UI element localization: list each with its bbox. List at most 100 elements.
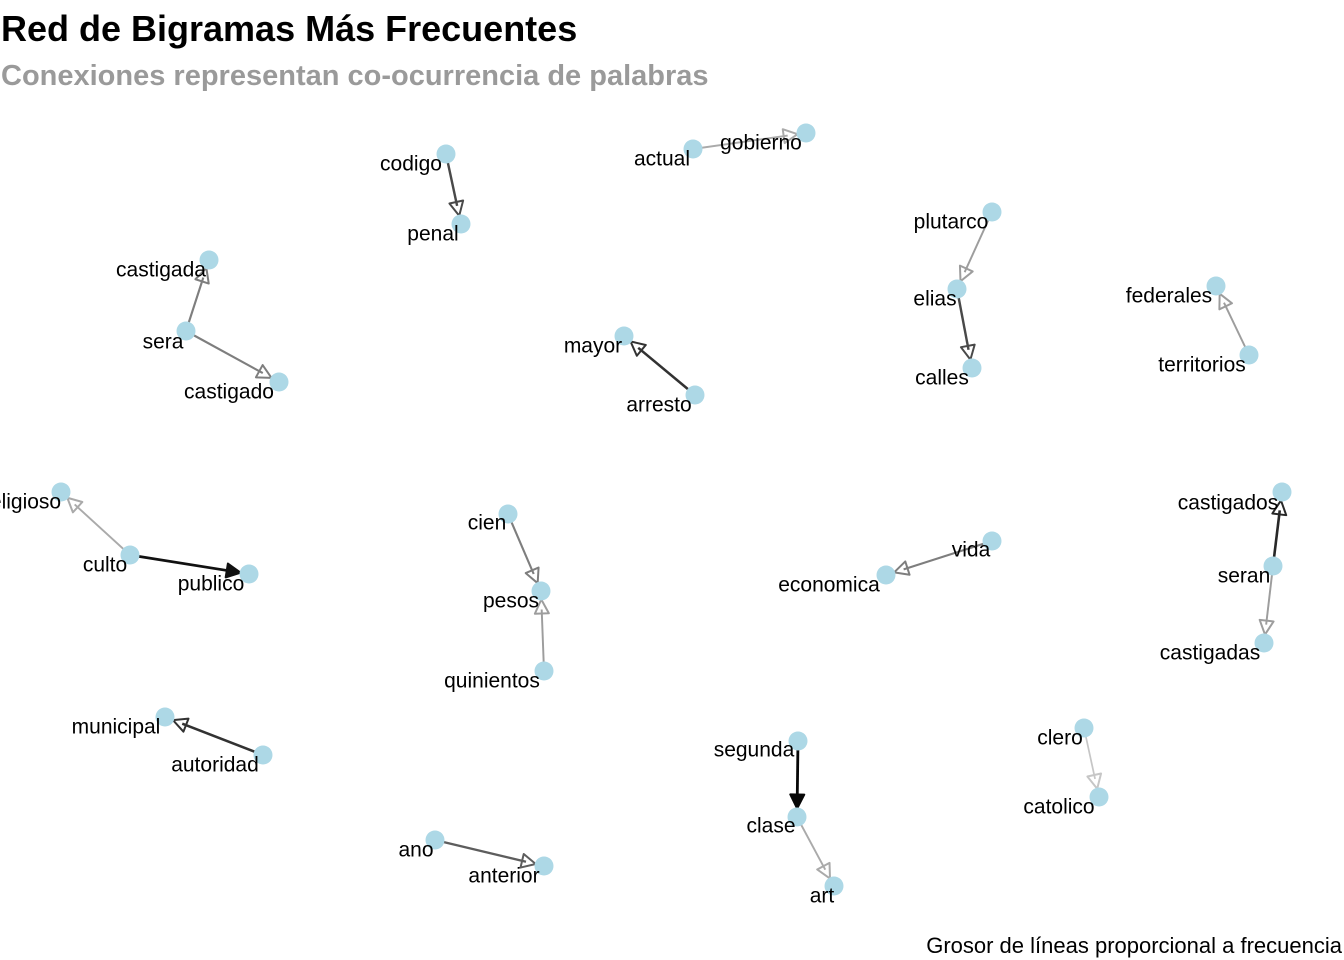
edge-arrowhead bbox=[959, 343, 976, 361]
edge-line bbox=[795, 740, 800, 799]
edge-autoridad-municipal bbox=[171, 717, 264, 757]
chart-caption: Grosor de líneas proporcional a frecuenc… bbox=[926, 933, 1342, 958]
node-label-castigadas: castigadas bbox=[1160, 642, 1260, 665]
edge-ano-anterior bbox=[434, 838, 537, 869]
node-label-penal: penal bbox=[407, 223, 458, 246]
node-mayor bbox=[614, 326, 634, 346]
edge-arrowhead bbox=[1218, 292, 1234, 311]
node-label-publico: publico bbox=[178, 573, 245, 596]
edge-line bbox=[955, 288, 970, 351]
node-label-clase: clase bbox=[746, 815, 795, 838]
node-elias bbox=[947, 279, 967, 299]
edge-arrowhead bbox=[194, 267, 210, 285]
node-gobierno bbox=[796, 123, 816, 143]
node-label-municipal: municipal bbox=[72, 716, 161, 739]
node-label-vida: vida bbox=[952, 539, 991, 562]
edge-line bbox=[74, 503, 131, 556]
node-castigado bbox=[269, 372, 289, 392]
node-anterior bbox=[534, 856, 554, 876]
node-ano bbox=[425, 830, 445, 850]
node-vida bbox=[982, 531, 1002, 551]
chart-title: Red de Bigramas Más Frecuentes bbox=[1, 8, 578, 49]
edge-arrowhead bbox=[448, 199, 465, 217]
node-label-ano: ano bbox=[398, 839, 433, 862]
node-culto bbox=[120, 545, 140, 565]
node-label-sera: sera bbox=[143, 331, 184, 354]
edge-arrowhead bbox=[533, 598, 550, 615]
node-autoridad bbox=[253, 745, 273, 765]
edge-line bbox=[1265, 565, 1274, 625]
node-actual bbox=[683, 139, 703, 159]
edge-arrowhead bbox=[171, 717, 190, 733]
node-label-seran: seran bbox=[1218, 565, 1271, 588]
labels-layer: codigo penal actual gobierno plutarco elias ca… bbox=[0, 132, 1278, 908]
node-label-calles: calles bbox=[915, 367, 969, 390]
edge-arrowhead bbox=[781, 128, 799, 145]
node-label-gobierno: gobierno bbox=[720, 132, 802, 155]
node-label-actual: actual bbox=[634, 148, 690, 171]
node-label-plutarco: plutarco bbox=[914, 211, 989, 234]
node-seran bbox=[1263, 556, 1283, 576]
edge-arrowhead bbox=[893, 560, 911, 576]
edge-arrowhead bbox=[254, 364, 273, 379]
edge-arrowhead bbox=[1086, 772, 1103, 790]
node-federales bbox=[1206, 276, 1226, 296]
node-label-culto: culto bbox=[83, 554, 127, 577]
node-label-religioso: religioso bbox=[0, 491, 61, 514]
node-label-castigado: castigado bbox=[184, 381, 274, 404]
node-municipal bbox=[155, 707, 175, 727]
edge-line bbox=[129, 553, 231, 573]
chart-subtitle: Conexiones representan co-ocurrencia de … bbox=[1, 60, 709, 92]
edge-culto-publico bbox=[129, 553, 242, 579]
node-religioso bbox=[51, 482, 71, 502]
node-penal bbox=[451, 214, 471, 234]
edge-line bbox=[903, 539, 993, 571]
node-label-clero: clero bbox=[1037, 727, 1083, 750]
edge-arrowhead bbox=[524, 566, 540, 585]
node-label-castigada: castigada bbox=[116, 259, 206, 282]
node-castigados bbox=[1272, 482, 1292, 502]
node-label-anterior: anterior bbox=[468, 865, 539, 888]
edge-arrowhead bbox=[224, 562, 242, 579]
node-plutarco bbox=[982, 202, 1002, 222]
edge-line bbox=[185, 330, 264, 375]
node-quinientos bbox=[534, 661, 554, 681]
node-clase bbox=[787, 807, 807, 827]
edge-line bbox=[507, 513, 535, 575]
node-label-castigados: castigados bbox=[1178, 492, 1278, 515]
edge-line bbox=[637, 346, 696, 396]
edge-arrowhead bbox=[816, 861, 831, 880]
node-segunda bbox=[788, 731, 808, 751]
node-castigadas bbox=[1254, 633, 1274, 653]
node-sera bbox=[176, 321, 196, 341]
node-label-autoridad: autoridad bbox=[171, 754, 259, 777]
edge-line bbox=[1223, 302, 1250, 356]
node-catolico bbox=[1089, 787, 1109, 807]
edges-layer bbox=[66, 128, 1288, 880]
edge-clase-art bbox=[796, 816, 831, 880]
node-label-art: art bbox=[810, 885, 835, 908]
node-pesos bbox=[531, 581, 551, 601]
edge-arrowhead bbox=[66, 496, 84, 514]
edge-line bbox=[181, 722, 264, 757]
edge-quinientos-pesos bbox=[533, 598, 550, 672]
node-calles bbox=[962, 358, 982, 378]
node-label-federales: federales bbox=[1126, 285, 1212, 308]
edge-elias-calles bbox=[955, 288, 976, 361]
node-label-economica: economica bbox=[778, 574, 880, 597]
node-label-segunda: segunda bbox=[714, 739, 795, 762]
edge-plutarco-elias bbox=[958, 211, 993, 283]
node-territorios bbox=[1239, 345, 1259, 365]
edge-vida-economica bbox=[893, 539, 993, 576]
edge-arrowhead bbox=[629, 340, 647, 357]
node-publico bbox=[239, 564, 259, 584]
edge-line bbox=[540, 609, 545, 672]
node-label-elias: elias bbox=[913, 288, 956, 311]
edge-line bbox=[434, 838, 527, 863]
edge-seran-castigadas bbox=[1258, 565, 1275, 636]
edge-arresto-mayor bbox=[629, 340, 696, 396]
node-label-codigo: codigo bbox=[380, 153, 442, 176]
edge-codigo-penal bbox=[444, 153, 465, 217]
edge-arrowhead bbox=[1258, 618, 1275, 636]
